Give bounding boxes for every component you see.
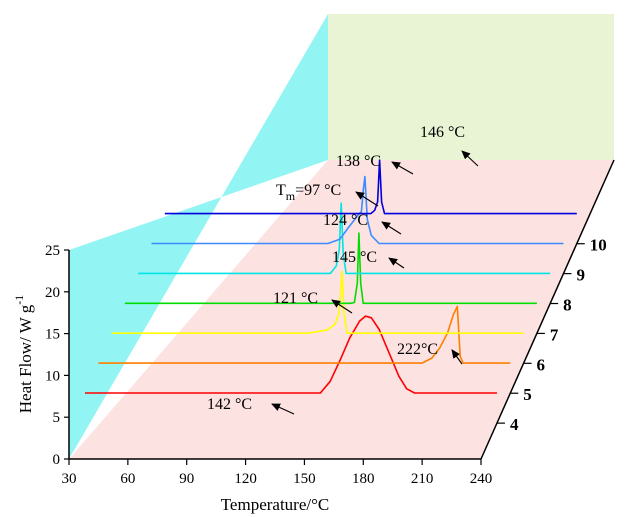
x-tick-label: 120	[234, 471, 257, 487]
peak-arrow-8	[381, 221, 402, 235]
series-5-line	[98, 305, 511, 364]
y-tick-label: 0	[53, 452, 61, 468]
series-10-line	[164, 159, 577, 215]
x-axis-title: Temperature/°C	[221, 495, 330, 514]
peak-annotation-5: 222°C	[397, 341, 438, 358]
y-tick-label: 20	[45, 285, 60, 301]
peak-arrow-7	[388, 257, 405, 269]
x-tick-label: 30	[62, 471, 77, 487]
series-8-line	[138, 202, 551, 275]
peak-annotation-7: 145 °C	[332, 249, 377, 266]
peak-annotation-4: 142 °C	[207, 396, 252, 413]
left-wall	[69, 14, 328, 459]
series-9-line	[151, 175, 564, 245]
depth-tick-label: 6	[537, 355, 546, 374]
y-axis-title: Heat Flow/ W g-1	[12, 295, 35, 413]
depth-tick-label: 10	[590, 236, 607, 255]
tm-arrow	[355, 191, 379, 207]
peak-arrow-5	[451, 349, 463, 365]
peak-annotation-9: 138 °C	[336, 153, 381, 170]
depth-axis	[480, 159, 615, 460]
depth-tick-label: 7	[550, 325, 559, 344]
y-tick-label: 15	[45, 327, 60, 343]
peak-arrow-10	[461, 150, 479, 167]
peak-arrow-9	[391, 161, 414, 175]
depth-tick-label: 8	[563, 296, 572, 315]
y-tick-label: 10	[45, 368, 60, 384]
y-tick-label: 5	[53, 410, 61, 426]
peak-arrow-6	[331, 299, 353, 314]
x-tick-label: 150	[293, 471, 316, 487]
depth-tick-label: 9	[576, 266, 585, 285]
back-wall	[328, 14, 614, 160]
tm-annotation: Tm=97 °C	[276, 182, 341, 203]
peak-arrow-4	[271, 403, 295, 415]
floor	[69, 160, 614, 459]
peak-annotation-8: 124 °C	[323, 212, 368, 229]
series-7-line	[124, 232, 537, 305]
peak-annotation-6: 121 °C	[273, 290, 318, 307]
series-6-line	[111, 270, 524, 334]
y-tick-label: 25	[45, 243, 60, 259]
x-tick-label: 180	[352, 471, 375, 487]
x-tick-label: 90	[179, 471, 194, 487]
depth-tick-label: 5	[523, 385, 532, 404]
x-tick-label: 60	[120, 471, 135, 487]
depth-tick-label: 4	[510, 415, 519, 434]
peak-annotation-10: 146 °C	[420, 124, 465, 141]
x-tick-label: 240	[470, 471, 493, 487]
series-4-line	[85, 315, 497, 394]
x-tick-label: 210	[411, 471, 434, 487]
